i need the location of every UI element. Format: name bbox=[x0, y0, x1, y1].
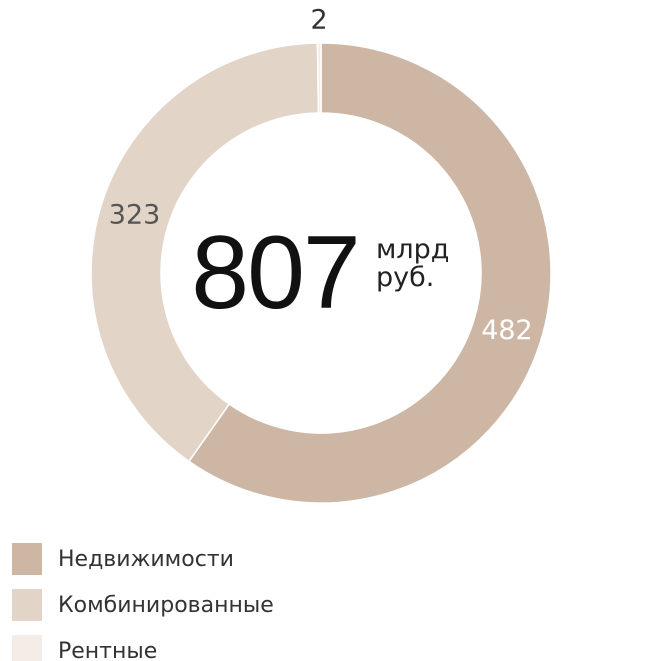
center-unit: млрд руб. bbox=[376, 234, 450, 293]
slice-label: 2 bbox=[310, 5, 327, 36]
center-total: 807 bbox=[191, 215, 361, 331]
slice-label: 482 bbox=[481, 315, 533, 346]
donut-slice bbox=[90, 42, 320, 463]
legend-swatch bbox=[12, 589, 42, 621]
legend-label: Недвижимости bbox=[58, 547, 234, 572]
legend-label: Комбинированные bbox=[58, 593, 274, 618]
legend-swatch bbox=[12, 635, 42, 661]
legend-label: Рентные bbox=[58, 639, 157, 661]
slice-label: 323 bbox=[109, 199, 161, 230]
donut-slice bbox=[187, 42, 552, 504]
donut-slice bbox=[316, 42, 322, 114]
legend-swatch bbox=[12, 543, 42, 575]
